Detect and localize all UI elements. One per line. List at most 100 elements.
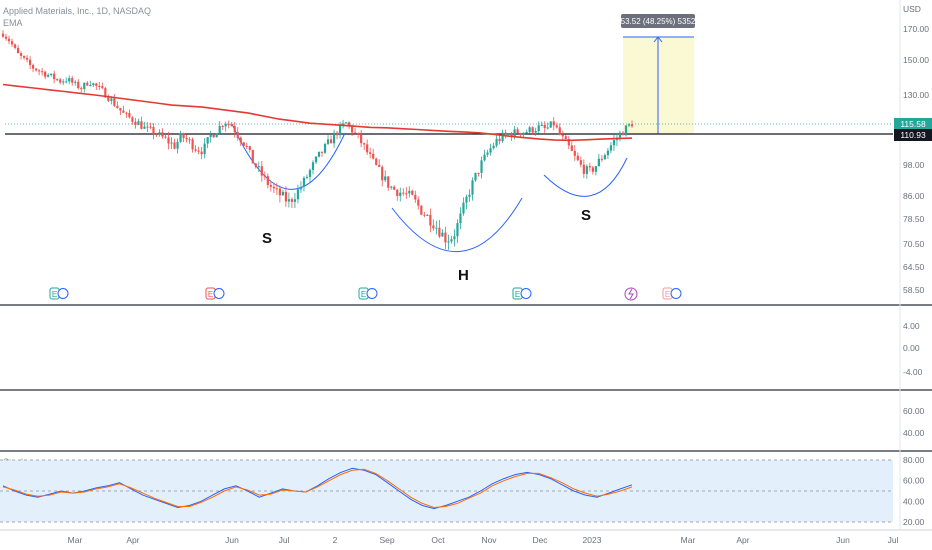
candle-body [477,172,480,174]
candle-body [453,236,456,240]
candle-body [188,139,191,141]
time-tick: Nov [481,535,497,545]
candle-body [447,241,450,243]
time-tick: 2 [333,535,338,545]
candle-body [302,177,306,187]
candle-body [35,68,38,71]
candle-body [155,134,158,136]
candle-body [170,142,173,144]
candle-body [164,136,167,138]
candle-body [582,164,585,174]
candle-body [19,53,23,56]
neckline-text: 110.93 [900,130,926,140]
candle-body [7,38,11,42]
candle-body [402,192,405,194]
candle-body [251,149,254,164]
last-price-text: 115.58 [900,119,926,129]
candle-body [618,132,622,138]
price-tick: 150.00 [903,55,929,65]
candle-body [375,158,378,165]
candle-body [296,189,300,200]
candle-body [245,145,248,147]
candle-body [98,85,101,87]
candle-body [200,151,203,155]
candle-body [59,79,62,83]
candle-body [83,82,86,90]
candle-body [218,125,221,134]
candle-body [624,125,628,136]
candle-body [131,117,134,122]
candle-body [266,176,269,186]
candle-body [221,125,224,127]
candle-body [372,153,375,159]
time-tick: Apr [736,535,749,545]
candle-body [348,122,351,126]
candle-body [4,36,8,39]
candle-body [540,125,543,127]
pattern-label-head: H [458,267,469,284]
candle-body [354,132,357,134]
time-tick: Apr [126,535,139,545]
candle-body [360,134,363,144]
candle-body [110,98,113,101]
candle-body [465,196,468,203]
candle-body [489,148,492,153]
candle-body [519,133,522,135]
candle-body [423,214,426,216]
candle-body [588,166,591,168]
candle-body [579,160,582,165]
currency-label: USD [903,4,921,14]
candle-body [236,132,239,138]
price-tick: 64.50 [903,262,925,272]
indicator-label[interactable]: EMA [3,18,23,28]
candle-body [92,83,95,86]
candle-body [585,166,588,174]
candle-body [62,81,65,83]
candle-body [486,152,489,155]
candle-body [239,137,242,143]
measure-label-bg [621,14,695,28]
candle-body [570,145,573,151]
candle-body [143,126,146,129]
candle-body [438,227,441,237]
time-tick: Sep [379,535,394,545]
candle-body [471,180,474,195]
time-tick: Dec [532,535,548,545]
candle-body [606,150,610,156]
candle-body [44,71,47,77]
candle-body [543,125,546,129]
candle-body [390,186,393,188]
candle-body [197,150,200,152]
candle-body [1,33,5,37]
pattern-label-right-shoulder: S [581,207,591,224]
candle-body [516,129,519,134]
candle-body [567,138,570,146]
pattern-arc-head [391,197,523,253]
neckline-tag [894,129,932,141]
candle-body [191,139,194,150]
candle-body [480,160,483,173]
candle-body [305,176,309,178]
time-tick: Jul [279,535,290,545]
candle-body [417,199,420,206]
candle-body [329,139,333,144]
candles [1,30,634,250]
dividend-marker [366,288,378,299]
candle-body [317,151,321,157]
time-axis: Mar Apr Jun Jul 2 Sep Oct Nov Dec 2023 Mar Apr Jun Ju… [68,535,899,545]
candle-body [263,175,266,177]
stoch-k-line [2,467,633,510]
pattern-label-left-shoulder: S [262,230,272,247]
candle-body [414,194,417,200]
macd-tick: 4.00 [903,321,920,331]
candle-body [260,166,263,176]
candle-body [212,134,215,138]
last-price-tag [894,118,932,130]
candle-body [137,121,140,125]
candle-body [101,86,104,89]
candle-body [393,186,396,190]
candle-body [161,132,164,137]
candle-body [206,137,209,144]
